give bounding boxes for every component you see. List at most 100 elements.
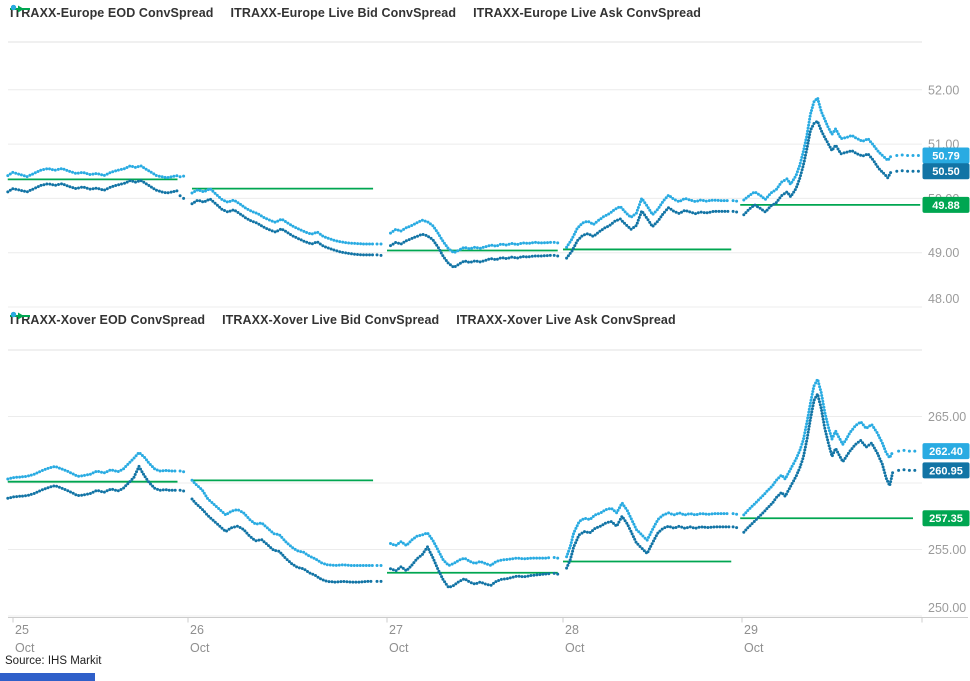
ask-dot: [477, 560, 481, 564]
bid-dot: [9, 496, 13, 500]
ask-dot: [664, 512, 668, 516]
bid-dot: [758, 206, 762, 210]
ask-dot: [851, 134, 855, 138]
bid-dot: [757, 515, 760, 519]
bid-dot: [453, 265, 457, 268]
ask-dot: [501, 242, 505, 246]
bid-dot: [552, 253, 556, 257]
bid-dot: [314, 574, 317, 577]
bid-dot: [832, 451, 836, 455]
bid-dot: [306, 570, 309, 573]
bid-dot: [233, 525, 236, 529]
legend-item-itraxx-europe-convspread-ask[interactable]: ITRAXX-Europe Live Ask ConvSpread: [10, 4, 701, 20]
x-axis-month-label: Oct: [15, 641, 35, 655]
bid-dot: [533, 254, 537, 258]
bid-dot: [251, 220, 255, 224]
ask-series: [6, 97, 920, 254]
bid-dot: [646, 218, 650, 222]
bid-dot: [828, 145, 832, 149]
bid-dot: [108, 488, 112, 492]
ask-dot: [652, 525, 656, 529]
bid-dot: [699, 210, 703, 214]
bid-dot: [618, 517, 622, 521]
ask-dot: [76, 171, 80, 175]
bid-dot: [456, 263, 460, 267]
ask-dot: [278, 218, 282, 222]
bid-dot: [153, 486, 157, 490]
ask-dot: [856, 137, 860, 141]
ask-dot: [402, 227, 406, 231]
ask-dot: [807, 407, 811, 411]
bid-dot: [878, 457, 882, 461]
ask-dot: [148, 463, 152, 466]
ask-dot: [370, 564, 374, 567]
bid-dot: [825, 435, 829, 439]
legend-item-itraxx-xover-convspread-ask[interactable]: ITRAXX-Xover Live Ask ConvSpread: [10, 311, 676, 327]
bid-dot: [834, 144, 838, 148]
ask-dot-marker-icon: [10, 4, 17, 11]
bid-dot: [461, 260, 465, 264]
bid-dot: [369, 579, 373, 583]
bid-dot: [800, 460, 804, 464]
bid-dot: [391, 568, 395, 572]
bid-dot: [623, 221, 626, 225]
bid-dot: [651, 224, 655, 228]
bid-dot: [545, 254, 549, 258]
ask-dot: [499, 558, 503, 562]
bid-dot: [362, 253, 365, 257]
ask-dot: [446, 246, 450, 250]
ask-dot: [15, 475, 19, 479]
bid-dot: [596, 525, 599, 529]
ask-dot: [40, 469, 44, 472]
ask-dot: [843, 136, 847, 140]
ask-last-value-badge: [922, 147, 970, 164]
bid-dot: [616, 218, 619, 222]
bid-dot: [472, 582, 476, 586]
ask-dot: [846, 435, 850, 439]
ask-dot: [653, 522, 657, 526]
legend-item-itraxx-xover-convspread-eod[interactable]: ITRAXX-Xover EOD ConvSpread: [10, 312, 205, 327]
bid-dot: [859, 439, 863, 442]
legend-item-itraxx-europe-convspread-eod[interactable]: ITRAXX-Europe EOD ConvSpread: [10, 5, 214, 20]
ask-dot: [164, 469, 168, 472]
ask-dot: [830, 132, 834, 136]
ask-dot: [430, 537, 433, 540]
bid-dot: [321, 578, 325, 582]
ask-dot: [190, 191, 194, 195]
ask-dot: [645, 538, 649, 542]
bid-dot: [451, 265, 455, 269]
ask-dot: [686, 512, 690, 516]
bid-dot: [283, 556, 287, 559]
ask-dot: [571, 535, 575, 539]
ask-dot: [105, 172, 109, 176]
bid-dot: [62, 183, 66, 187]
y-axis-label: 255.00: [928, 543, 966, 557]
ask-dot: [812, 384, 816, 388]
ask-dot: [565, 245, 569, 249]
ask-dot: [35, 471, 39, 475]
x-axis-day-label: 25: [15, 623, 29, 637]
bid-dot: [797, 468, 801, 472]
bid-dot: [223, 209, 226, 212]
ask-last-value-text: 50.79: [932, 150, 960, 162]
ask-dot: [821, 399, 825, 403]
ask-dot: [651, 212, 655, 216]
bid-dot: [806, 141, 810, 145]
bid-dot: [6, 496, 10, 500]
ask-dot: [445, 562, 449, 566]
bid-dot: [192, 499, 196, 503]
legend-item-itraxx-europe-convspread-bid[interactable]: ITRAXX-Europe Live Bid ConvSpread: [10, 4, 457, 20]
ask-dot: [803, 144, 807, 148]
bid-dot: [775, 495, 779, 499]
ask-dot: [62, 167, 66, 171]
bid-dot: [486, 583, 490, 587]
legend-item-itraxx-xover-convspread-bid[interactable]: ITRAXX-Xover Live Bid ConvSpread: [10, 311, 439, 327]
ask-dot: [102, 173, 106, 177]
ask-dot: [599, 511, 603, 514]
ask-dot: [313, 231, 317, 235]
bid-dot: [359, 253, 362, 257]
ask-dot: [122, 467, 126, 471]
ask-dot: [397, 542, 400, 545]
ask-dot: [687, 198, 691, 202]
ask-dot: [132, 456, 136, 460]
